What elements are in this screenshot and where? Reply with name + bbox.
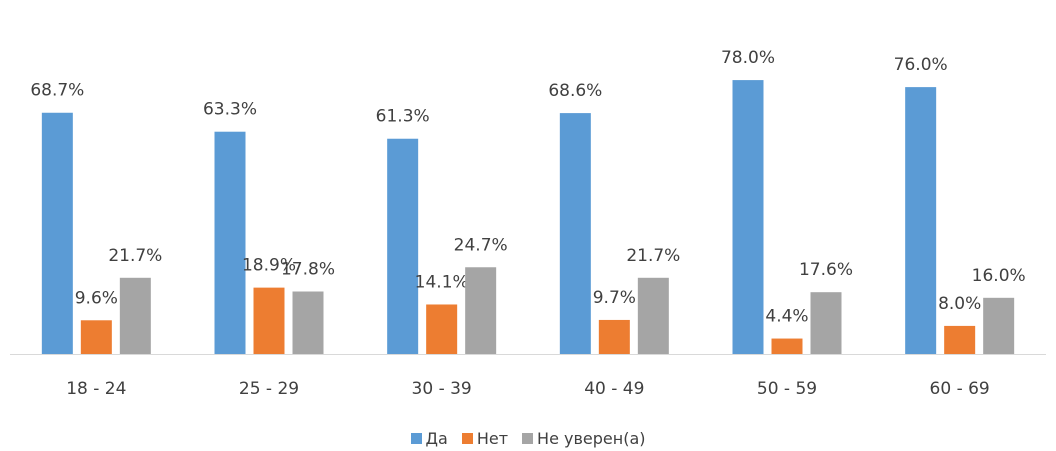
bar-5-0 (905, 87, 937, 355)
data-label-4-1: 4.4% (765, 307, 808, 327)
legend-swatch-da (410, 432, 422, 444)
data-label-4-2: 17.6% (799, 260, 853, 280)
legend: Да Нет Не уверен(а) (0, 425, 1056, 451)
x-tick-label-0: 18 - 24 (66, 379, 126, 399)
data-label-3-1: 9.7% (593, 288, 636, 308)
bar-chart: 68.7% 9.6% 21.7% 18 - 24 63.3% 18.9%17.8% 25 -… (10, 48, 1046, 399)
bar-2-0 (387, 138, 419, 354)
x-tick-label-4: 50 - 59 (757, 379, 817, 399)
data-label-1-1: 18.9% (242, 256, 296, 276)
bar-3-1 (598, 319, 630, 354)
x-tick-label-5: 60 - 69 (930, 379, 990, 399)
bar-0-2 (119, 277, 151, 354)
bar-2-2 (465, 267, 497, 354)
legend-swatch-net (461, 432, 473, 444)
bar-0-1 (80, 320, 112, 354)
bar-1-2 (292, 291, 324, 354)
data-label-2-1: 14.1% (415, 272, 469, 292)
data-label-5-1: 8.0% (938, 294, 981, 314)
bar-1-1 (253, 287, 285, 354)
data-label-1-2: 17.8% (281, 259, 335, 279)
bar-4-2 (810, 292, 842, 354)
bar-1-0 (214, 131, 246, 354)
bar-2-1 (426, 304, 458, 354)
data-label-3-0: 68.6% (548, 81, 602, 101)
data-label-3-2: 21.7% (626, 246, 680, 266)
bar-5-1 (944, 325, 976, 354)
legend-label-ne-uveren: Не уверен(а) (537, 428, 646, 448)
legend-swatch-ne-uveren (522, 432, 534, 444)
bar-4-0 (732, 80, 764, 354)
data-label-0-1: 9.6% (75, 288, 118, 308)
bar-5-2 (983, 297, 1015, 354)
legend-label-net: Нет (476, 428, 509, 448)
data-label-2-2: 24.7% (454, 235, 508, 255)
bar-3-0 (559, 113, 591, 354)
data-label-1-0: 63.3% (203, 100, 257, 120)
bar-4-1 (771, 338, 803, 354)
legend-item-net: Нет (461, 428, 509, 448)
bar-0-0 (41, 112, 73, 354)
bar-3-2 (637, 277, 669, 354)
data-label-5-2: 16.0% (972, 266, 1026, 286)
legend-item-ne-uveren: Не уверен(а) (522, 429, 645, 448)
data-label-4-0: 78.0% (721, 48, 775, 68)
data-label-0-0: 68.7% (30, 81, 84, 101)
legend-label-da: Да (425, 428, 448, 448)
x-tick-label-2: 30 - 39 (412, 379, 472, 399)
data-label-0-2: 21.7% (108, 246, 162, 266)
data-label-2-0: 61.3% (376, 107, 430, 127)
legend-item-da: Да (410, 428, 448, 448)
x-tick-label-1: 25 - 29 (239, 379, 299, 399)
x-tick-label-3: 40 - 49 (584, 379, 644, 399)
data-label-5-0: 76.0% (894, 55, 948, 75)
